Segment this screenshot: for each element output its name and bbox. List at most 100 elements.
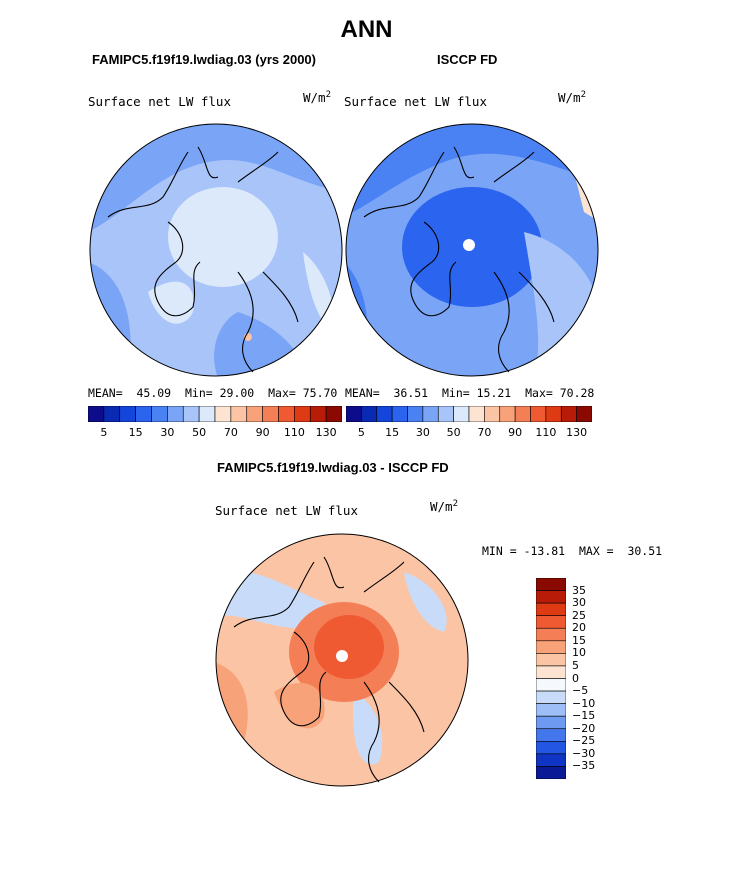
- colorbar-swatch: [536, 653, 566, 667]
- panel2-coastlines: [363, 146, 555, 373]
- colorbar-swatch: [536, 766, 566, 779]
- colorbar-swatch: [230, 406, 248, 422]
- diff-units: W/m2: [430, 499, 458, 515]
- colorbar-swatch: [346, 406, 362, 422]
- colorbar-tick-label: −25: [572, 734, 596, 748]
- panel2-units: W/m2: [558, 90, 586, 106]
- colorbar-tick-label: 25: [572, 608, 586, 622]
- diff-colorbar: [536, 578, 566, 779]
- colorbar-swatch: [103, 406, 121, 422]
- colorbar-tick-label: 5: [572, 658, 579, 672]
- colorbar-tick-label: 130: [315, 426, 337, 439]
- panel2-colorbar: [346, 406, 592, 422]
- colorbar-swatch: [536, 728, 566, 742]
- colorbar-swatch: [536, 615, 566, 629]
- colorbar-tick-label: 130: [566, 426, 588, 439]
- colorbar-swatch: [88, 406, 105, 422]
- panel1-region-arctic: [168, 187, 278, 287]
- diff-region-greenland: [274, 682, 325, 729]
- colorbar-tick-label: 50: [192, 426, 207, 439]
- colorbar-swatch: [135, 406, 152, 422]
- diff-title: FAMIPC5.f19f19.lwdiag.03 - ISCCP FD: [217, 460, 449, 475]
- colorbar-swatch: [545, 406, 562, 422]
- panel1-stats: MEAN= 45.09 Min= 29.00 Max= 75.70: [88, 386, 338, 400]
- colorbar-tick-label: 30: [160, 426, 175, 439]
- colorbar-tick-label: −5: [572, 684, 589, 698]
- diff-region-blue-3: [353, 692, 383, 765]
- panel1-case-title: FAMIPC5.f19f19.lwdiag.03 (yrs 2000): [92, 52, 316, 67]
- colorbar-tick-label: −15: [572, 709, 596, 723]
- colorbar-swatch: [536, 690, 566, 704]
- page-title: ANN: [340, 16, 393, 43]
- panel1-map-border: [89, 123, 343, 377]
- colorbar-swatch: [182, 406, 200, 422]
- panel1-region-pacific: [90, 124, 342, 232]
- colorbar-tick-label: −30: [572, 746, 596, 760]
- diff-pole-hole: [336, 650, 348, 662]
- colorbar-swatch: [536, 665, 566, 679]
- panel1-colorbar: [88, 406, 342, 422]
- colorbar-tick-label: 5: [100, 426, 108, 439]
- diff-region-blue-2: [404, 572, 447, 632]
- diff-map-border: [215, 533, 469, 787]
- panel2-stats: MEAN= 36.51 Min= 15.21 Max= 70.28: [345, 386, 595, 400]
- colorbar-swatch: [536, 741, 566, 755]
- colorbar-swatch: [484, 406, 501, 422]
- colorbar-tick-label: 50: [446, 426, 461, 439]
- colorbar-swatch: [530, 406, 547, 422]
- panel2-map-border: [345, 123, 599, 377]
- colorbar-tick-label: −20: [572, 721, 596, 735]
- colorbar-swatch: [536, 703, 566, 717]
- colorbar-swatch: [576, 406, 592, 422]
- diff-region-blue-1: [216, 570, 327, 629]
- diff-polar-map: [215, 533, 469, 787]
- colorbar-tick-label: 70: [223, 426, 238, 439]
- colorbar-tick-label: −10: [572, 696, 596, 710]
- colorbar-tick-label: 70: [477, 426, 492, 439]
- diff-region-arctic-hot: [314, 615, 384, 679]
- colorbar-swatch: [453, 406, 470, 422]
- colorbar-tick-label: 110: [283, 426, 305, 439]
- colorbar-swatch: [437, 406, 454, 422]
- colorbar-swatch: [499, 406, 516, 422]
- colorbar-swatch: [536, 640, 566, 654]
- colorbar-swatch: [536, 753, 566, 767]
- panel2-region-pacific: [346, 124, 598, 217]
- diff-coastlines: [233, 556, 425, 783]
- colorbar-tick-label: 0: [572, 671, 579, 685]
- colorbar-swatch: [536, 627, 566, 642]
- colorbar-swatch: [407, 406, 424, 422]
- colorbar-swatch: [536, 578, 566, 591]
- colorbar-tick-label: 90: [508, 426, 523, 439]
- panel2-polar-map: [345, 123, 599, 377]
- colorbar-swatch: [119, 406, 136, 422]
- colorbar-swatch: [514, 406, 531, 422]
- colorbar-swatch: [422, 406, 439, 422]
- colorbar-swatch: [536, 590, 566, 604]
- colorbar-swatch: [262, 406, 279, 422]
- diff-min-max: MIN = -13.81 MAX = 30.51: [482, 544, 663, 558]
- colorbar-tick-label: 15: [385, 426, 400, 439]
- colorbar-tick-label: 110: [535, 426, 557, 439]
- colorbar-swatch: [278, 406, 295, 422]
- colorbar-swatch: [536, 715, 566, 730]
- colorbar-tick-label: 10: [572, 646, 586, 660]
- colorbar-swatch: [468, 406, 485, 422]
- colorbar-swatch: [246, 406, 263, 422]
- colorbar-tick-label: 30: [415, 426, 430, 439]
- colorbar-swatch: [361, 406, 378, 422]
- colorbar-swatch: [198, 406, 216, 422]
- panel1-region-greenland: [148, 281, 194, 324]
- colorbar-tick-label: 5: [357, 426, 365, 439]
- colorbar-tick-label: 30: [572, 596, 586, 610]
- colorbar-tick-label: 15: [572, 633, 586, 647]
- colorbar-swatch: [309, 406, 327, 422]
- colorbar-swatch: [376, 406, 393, 422]
- diff-variable-label: Surface net LW flux: [215, 503, 358, 518]
- colorbar-swatch: [167, 406, 184, 422]
- panel1-polar-map: [89, 123, 343, 377]
- colorbar-tick-label: −35: [572, 759, 596, 773]
- colorbar-swatch: [391, 406, 408, 422]
- colorbar-tick-label: 35: [572, 583, 586, 597]
- panel2-case-title: ISCCP FD: [437, 52, 498, 67]
